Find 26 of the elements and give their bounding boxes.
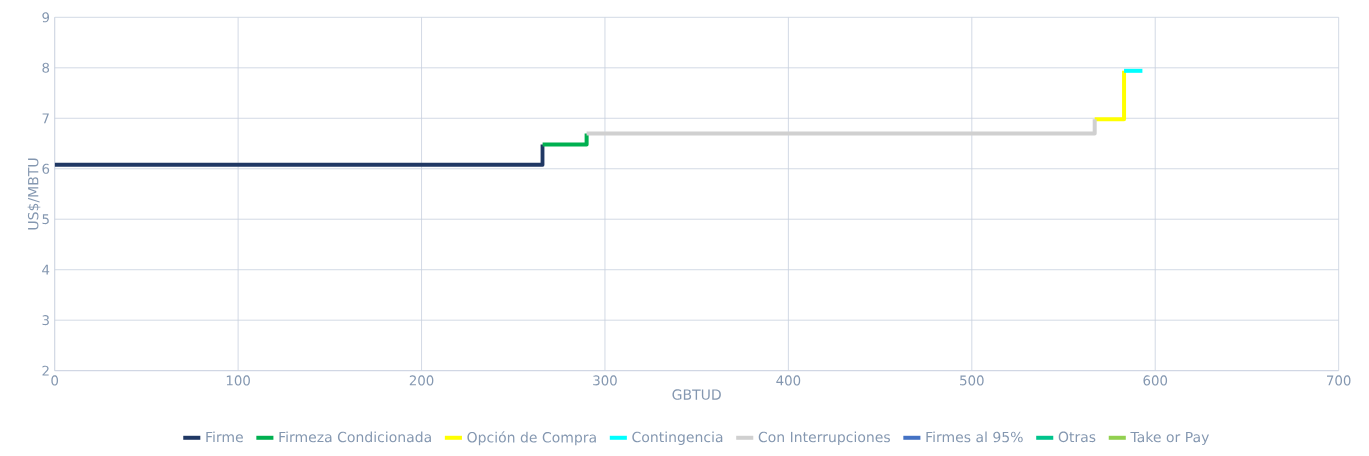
legend-label: Firmes al 95%: [926, 431, 1023, 443]
x-tick-label: 400: [776, 375, 801, 386]
legend-label: Con Interrupciones: [758, 431, 890, 446]
y-tick-label: 9: [42, 12, 50, 23]
legend-label: Take or Pay: [1130, 431, 1209, 446]
y-tick-label: 2: [42, 365, 49, 376]
legend-label: Otras: [1058, 431, 1096, 443]
x-tick-label: 300: [593, 375, 617, 386]
x-tick-label: 600: [1143, 375, 1168, 386]
legend-label: Contingencia: [632, 431, 723, 446]
x-tick-label: 100: [226, 375, 250, 386]
x-tick-label: 500: [960, 375, 984, 386]
y-tick-label: 3: [42, 315, 49, 326]
legend-label: Opción de Compra: [467, 431, 596, 446]
x-tick-label: 0: [51, 375, 59, 386]
y-tick-label: 4: [42, 264, 50, 275]
y-axis-title: US$/MBTU: [27, 158, 41, 230]
x-tick-label: 700: [1327, 375, 1351, 386]
x-axis-title: GBTUD: [672, 389, 721, 400]
y-tick-label: 8: [42, 62, 50, 73]
y-tick-label: 7: [42, 113, 49, 124]
y-tick-label: 5: [42, 214, 49, 225]
y-tick-label: 6: [42, 163, 50, 174]
legend-label: Firmeza Condicionada: [279, 431, 431, 443]
legend-label: Firme: [206, 431, 243, 443]
x-tick-label: 200: [409, 375, 434, 386]
